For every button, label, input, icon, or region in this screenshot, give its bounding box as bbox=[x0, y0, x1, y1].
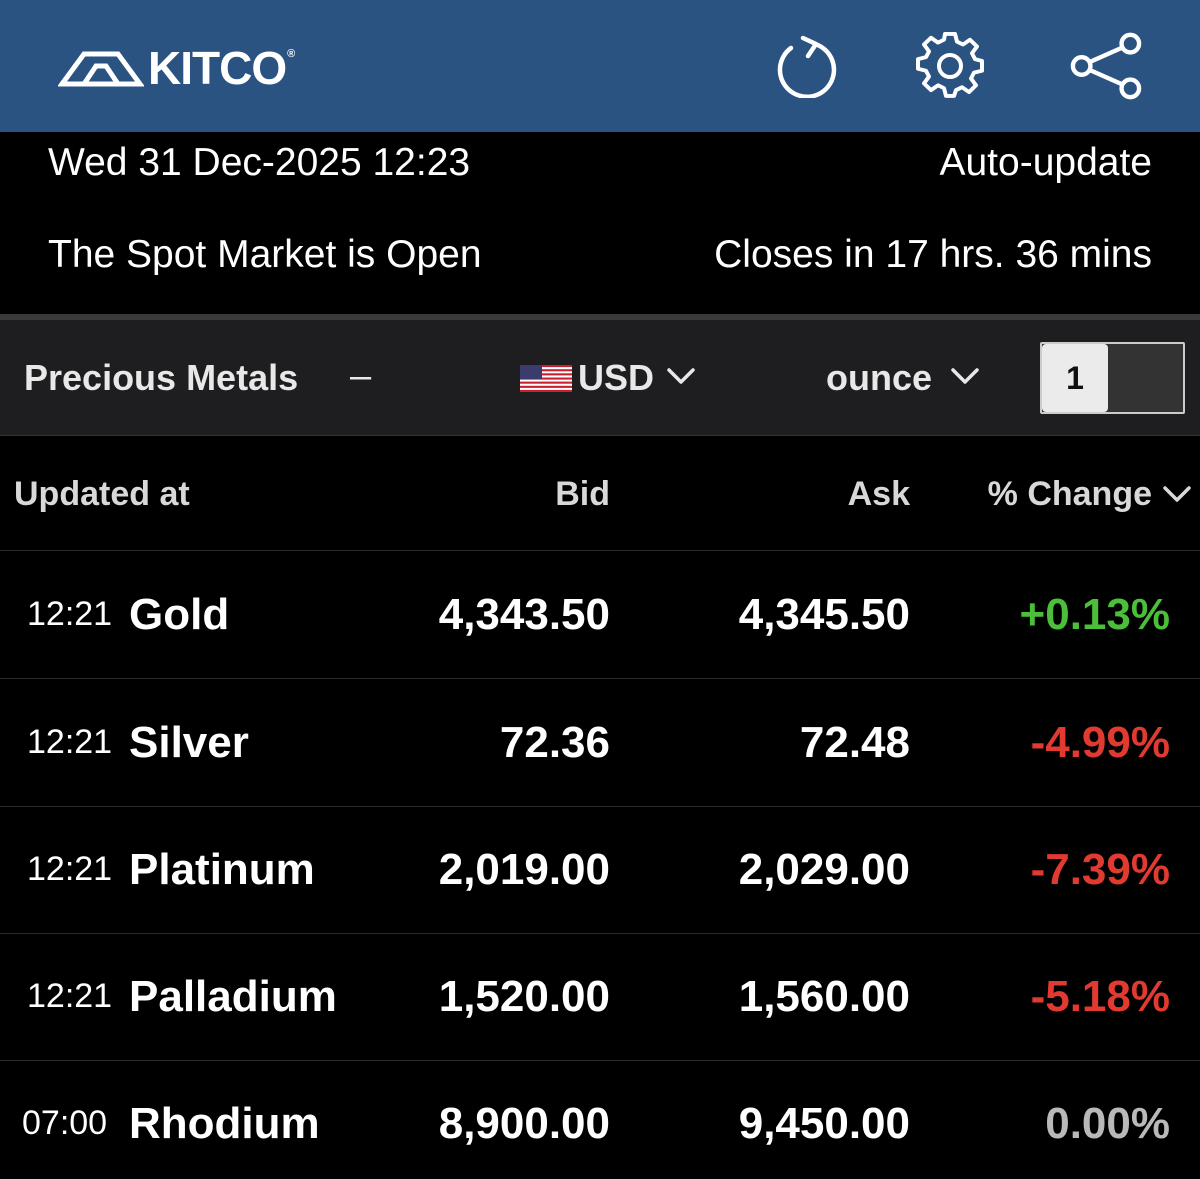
metal-name: Palladium bbox=[129, 972, 337, 1021]
metal-name: Silver bbox=[129, 718, 249, 767]
quantity-value: 1 bbox=[1042, 344, 1108, 412]
current-datetime: Wed 31 Dec-2025 12:23 bbox=[48, 141, 471, 184]
category-selector[interactable]: Precious Metals bbox=[24, 357, 299, 398]
table-row-gold[interactable]: 12:21 Gold 4,343.50 4,345.50 +0.13% bbox=[0, 552, 1200, 679]
chevron-down-icon[interactable] bbox=[1162, 484, 1192, 504]
bid-price: 4,343.50 bbox=[438, 590, 610, 639]
auto-update-toggle[interactable]: Auto-update bbox=[939, 141, 1152, 184]
header-bid: Bid bbox=[555, 475, 610, 513]
bid-price: 8,900.00 bbox=[438, 1099, 610, 1148]
table-row-platinum[interactable]: 12:21 Platinum 2,019.00 2,029.00 -7.39% bbox=[0, 807, 1200, 934]
percent-change: +0.13% bbox=[1019, 590, 1170, 639]
metal-name: Gold bbox=[129, 590, 230, 639]
bid-price: 1,520.00 bbox=[438, 972, 610, 1021]
row-updated-time: 07:00 bbox=[22, 1104, 108, 1142]
header-updated-at: Updated at bbox=[14, 475, 190, 513]
row-updated-time: 12:21 bbox=[27, 723, 113, 761]
refresh-icon[interactable] bbox=[770, 30, 842, 102]
table-row-silver[interactable]: 12:21 Silver 72.36 72.48 -4.99% bbox=[0, 680, 1200, 807]
percent-change: -7.39% bbox=[1030, 845, 1170, 894]
chevron-down-icon[interactable] bbox=[950, 366, 980, 386]
kitco-logo: KITCO® bbox=[58, 42, 295, 94]
chevron-down-icon[interactable] bbox=[666, 366, 696, 386]
percent-change: -5.18% bbox=[1030, 972, 1170, 1021]
market-status-panel: Wed 31 Dec-2025 12:23 Auto-update The Sp… bbox=[0, 132, 1200, 314]
header-change-sort[interactable]: % Change bbox=[987, 475, 1152, 513]
table-header: Updated at Bid Ask % Change bbox=[0, 436, 1200, 551]
unit-selector[interactable]: ounce bbox=[826, 357, 933, 398]
logo-text: KITCO® bbox=[148, 42, 295, 94]
gear-icon[interactable] bbox=[914, 30, 986, 102]
metal-name: Platinum bbox=[129, 845, 315, 894]
app-header: KITCO® bbox=[0, 0, 1200, 132]
row-updated-time: 12:21 bbox=[27, 850, 113, 888]
bid-price: 72.36 bbox=[499, 718, 610, 767]
kitco-logo-mark-icon bbox=[58, 51, 144, 87]
bid-price: 2,019.00 bbox=[438, 845, 610, 894]
ask-price: 9,450.00 bbox=[738, 1099, 910, 1148]
filter-bar: Precious Metals – USD ounce 1 bbox=[0, 320, 1200, 436]
market-state-text: The Spot Market is Open bbox=[48, 233, 482, 276]
percent-change: -4.99% bbox=[1030, 718, 1170, 767]
ask-price: 1,560.00 bbox=[738, 972, 910, 1021]
header-ask: Ask bbox=[847, 475, 910, 513]
row-updated-time: 12:21 bbox=[27, 977, 113, 1015]
table-row-palladium[interactable]: 12:21 Palladium 1,520.00 1,560.00 -5.18% bbox=[0, 934, 1200, 1061]
percent-change: 0.00% bbox=[1045, 1099, 1170, 1148]
quantity-toggle[interactable]: 1 bbox=[1040, 342, 1185, 414]
table-row-rhodium[interactable]: 07:00 Rhodium 8,900.00 9,450.00 0.00% bbox=[0, 1061, 1200, 1179]
currency-selector[interactable]: USD bbox=[578, 357, 655, 398]
share-icon[interactable] bbox=[1070, 30, 1142, 102]
row-updated-time: 12:21 bbox=[27, 595, 113, 633]
ask-price: 72.48 bbox=[799, 718, 910, 767]
metal-name: Rhodium bbox=[129, 1099, 320, 1148]
ask-price: 4,345.50 bbox=[738, 590, 910, 639]
collapse-icon[interactable]: – bbox=[350, 355, 372, 397]
ask-price: 2,029.00 bbox=[738, 845, 910, 894]
section-divider bbox=[0, 314, 1200, 320]
market-closes-in: Closes in 17 hrs. 36 mins bbox=[714, 233, 1152, 276]
us-flag-icon bbox=[520, 365, 572, 392]
